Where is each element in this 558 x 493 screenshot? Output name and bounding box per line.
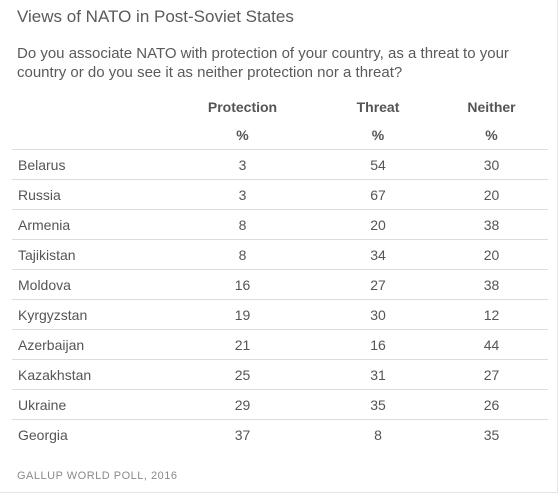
threat-value: 16 <box>321 329 435 360</box>
threat-value: 35 <box>321 389 435 420</box>
threat-value: 31 <box>321 359 435 390</box>
unit-label-country <box>12 121 164 150</box>
table-row: Tajikistan 8 34 20 <box>12 239 548 270</box>
neither-value: 30 <box>435 149 548 180</box>
neither-value: 20 <box>435 179 548 210</box>
protection-value: 25 <box>164 359 321 390</box>
country-name: Georgia <box>12 419 164 449</box>
threat-value: 20 <box>321 209 435 240</box>
country-name: Tajikistan <box>12 239 164 270</box>
column-header-threat: Threat <box>356 99 400 115</box>
threat-value: 8 <box>321 419 435 449</box>
table-row: Azerbaijan 21 16 44 <box>12 329 548 360</box>
unit-row: % % % <box>12 121 548 150</box>
country-name: Kyrgyzstan <box>12 299 164 330</box>
header-row: Protection Threat Neither <box>12 93 548 121</box>
protection-value: 8 <box>164 239 321 270</box>
neither-value: 12 <box>435 299 548 330</box>
table-row: Georgia 37 8 35 <box>12 419 548 449</box>
table-row: Armenia 8 20 38 <box>12 209 548 240</box>
column-header-country <box>12 93 164 121</box>
country-name: Ukraine <box>12 389 164 420</box>
neither-value: 38 <box>435 209 548 240</box>
column-header-neither: Neither <box>467 99 516 115</box>
threat-value: 34 <box>321 239 435 270</box>
table-row: Russia 3 67 20 <box>12 179 548 210</box>
unit-label-protection: % <box>236 127 249 143</box>
country-name: Azerbaijan <box>12 329 164 360</box>
protection-value: 21 <box>164 329 321 360</box>
protection-value: 37 <box>164 419 321 449</box>
threat-value: 30 <box>321 299 435 330</box>
country-name: Belarus <box>12 149 164 180</box>
country-name: Kazakhstan <box>12 359 164 390</box>
table-body: Belarus 3 54 30 Russia 3 67 20 Armenia 8 20 38 Tajik… <box>12 149 548 449</box>
protection-value: 3 <box>164 149 321 180</box>
table-row: Belarus 3 54 30 <box>12 149 548 180</box>
chart-subtitle: Do you associate NATO with protection of… <box>17 45 509 81</box>
threat-value: 27 <box>321 269 435 300</box>
protection-value: 8 <box>164 209 321 240</box>
neither-value: 35 <box>435 419 548 449</box>
data-table: Protection Threat Neither % % % Belarus 3… <box>12 93 548 449</box>
threat-value: 67 <box>321 179 435 210</box>
table-row: Kazakhstan 25 31 27 <box>12 359 548 390</box>
neither-value: 44 <box>435 329 548 360</box>
country-name: Moldova <box>12 269 164 300</box>
protection-value: 3 <box>164 179 321 210</box>
country-name: Armenia <box>12 209 164 240</box>
protection-value: 19 <box>164 299 321 330</box>
unit-label-threat: % <box>371 127 385 143</box>
table-row: Ukraine 29 35 26 <box>12 389 548 420</box>
protection-value: 16 <box>164 269 321 300</box>
column-header-protection: Protection <box>207 99 278 115</box>
unit-label-neither: % <box>485 127 498 143</box>
neither-value: 26 <box>435 389 548 420</box>
protection-value: 29 <box>164 389 321 420</box>
threat-value: 54 <box>321 149 435 180</box>
table-row: Kyrgyzstan 19 30 12 <box>12 299 548 330</box>
neither-value: 20 <box>435 239 548 270</box>
neither-value: 38 <box>435 269 548 300</box>
chart-title: Views of NATO in Post-Soviet States <box>17 7 294 26</box>
source-note: GALLUP WORLD POLL, 2016 <box>17 470 178 482</box>
table-row: Moldova 16 27 38 <box>12 269 548 300</box>
country-name: Russia <box>12 179 164 210</box>
neither-value: 27 <box>435 359 548 390</box>
